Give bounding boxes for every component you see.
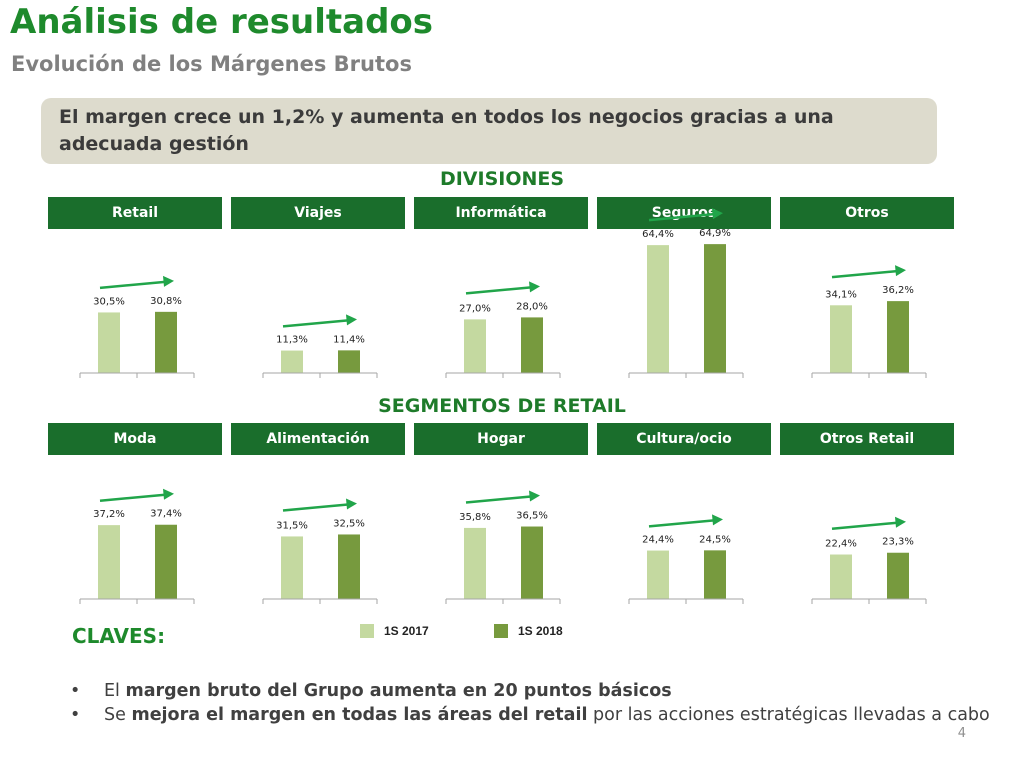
chart-header: Otros <box>780 197 954 229</box>
bar-value-label: 36,2% <box>882 285 914 296</box>
bar-value-label: 37,2% <box>93 509 125 520</box>
bar-chart: 24,4% 24,5% <box>628 514 744 604</box>
trend-arrow-icon <box>648 514 723 528</box>
bullet-icon: • <box>70 705 81 725</box>
legend-item-2018: 1S 2018 <box>494 624 563 638</box>
chart-header: Cultura/ocio <box>597 423 771 455</box>
bar-1s-2018 <box>155 311 177 373</box>
chart-header: Retail <box>48 197 222 229</box>
claves-item-bold: margen bruto del Grupo aumenta en 20 pun… <box>125 681 672 701</box>
bar-chart: 37,2% 37,4% <box>79 488 195 604</box>
claves-item-pre: El <box>104 681 126 701</box>
bar-1s-2017 <box>98 525 120 599</box>
bar-value-label: 30,8% <box>150 296 182 307</box>
legend-label-2017: 1S 2017 <box>384 624 429 638</box>
bar-1s-2018 <box>338 534 360 599</box>
bar-1s-2018 <box>521 317 543 373</box>
chart-header: Hogar <box>414 423 588 455</box>
trend-arrow-icon <box>99 488 174 502</box>
bullet-icon: • <box>70 681 81 701</box>
bar-chart: 22,4% 23,3% <box>811 516 927 604</box>
bar-value-label: 32,5% <box>333 518 365 529</box>
bar-value-label: 34,1% <box>825 289 857 300</box>
trend-arrow-icon <box>831 265 906 279</box>
bar-1s-2018 <box>887 552 909 599</box>
claves-item: • El margen bruto del Grupo aumenta en 2… <box>70 679 990 703</box>
trend-arrow-icon <box>99 275 174 290</box>
bar-1s-2018 <box>704 550 726 599</box>
bar-1s-2017 <box>464 319 486 373</box>
bar-chart: 31,5% 32,5% <box>262 498 378 604</box>
bar-value-label: 35,8% <box>459 512 491 523</box>
bar-value-label: 37,4% <box>150 509 182 520</box>
bar-value-label: 24,4% <box>642 535 674 546</box>
legend-item-2017: 1S 2017 <box>360 624 429 638</box>
chart-header: Informática <box>414 197 588 229</box>
claves-item-pre: Se <box>104 705 132 725</box>
divisions-heading: DIVISIONES <box>439 168 565 190</box>
trend-arrow-icon <box>465 281 540 295</box>
legend-swatch-2018 <box>494 624 508 638</box>
trend-arrow-icon <box>465 490 540 504</box>
bar-chart: 64,4% 64,9% <box>628 208 744 378</box>
bar-1s-2017 <box>647 245 669 373</box>
bar-chart: 34,1% 36,2% <box>811 265 927 378</box>
chart-header: Seguros <box>597 197 771 229</box>
claves-item-bold: mejora el margen en todas las áreas del … <box>131 705 588 725</box>
chart-header: Alimentación <box>231 423 405 455</box>
bar-1s-2017 <box>281 350 303 373</box>
bar-value-label: 11,4% <box>333 334 365 345</box>
bar-value-label: 11,3% <box>276 335 308 346</box>
trend-arrow-icon <box>282 498 357 512</box>
bar-1s-2018 <box>887 301 909 373</box>
claves-item-post: por las acciones estratégicas llevadas a… <box>587 705 990 725</box>
chart-header: Otros Retail <box>780 423 954 455</box>
claves-heading: CLAVES: <box>72 624 166 648</box>
retail-segments-heading: SEGMENTOS DE RETAIL <box>378 395 626 417</box>
trend-arrow-icon <box>282 314 357 328</box>
bar-value-label: 23,3% <box>882 537 914 548</box>
bar-1s-2018 <box>521 526 543 599</box>
bar-value-label: 24,5% <box>699 534 731 545</box>
bar-value-label: 28,0% <box>516 301 548 312</box>
chart-header: Moda <box>48 423 222 455</box>
bar-chart: 11,3% 11,4% <box>262 314 378 378</box>
bar-1s-2017 <box>464 527 486 599</box>
bar-1s-2018 <box>704 244 726 373</box>
chart-header: Viajes <box>231 197 405 229</box>
bar-1s-2018 <box>155 524 177 599</box>
bar-value-label: 22,4% <box>825 539 857 550</box>
trend-arrow-icon <box>831 516 906 530</box>
page-title: Análisis de resultados <box>10 2 434 42</box>
bar-chart: 27,0% 28,0% <box>445 281 561 378</box>
bar-value-label: 30,5% <box>93 296 125 307</box>
claves-item: • Se mejora el margen en todas las áreas… <box>70 703 990 727</box>
bar-chart: 35,8% 36,5% <box>445 490 561 604</box>
bar-value-label: 31,5% <box>276 520 308 531</box>
claves-list: • El margen bruto del Grupo aumenta en 2… <box>70 679 990 727</box>
bar-1s-2017 <box>830 554 852 599</box>
summary-banner: El margen crece un 1,2% y aumenta en tod… <box>41 98 937 164</box>
bar-value-label: 64,9% <box>699 228 731 239</box>
trend-arrow-icon <box>648 208 723 222</box>
bar-value-label: 27,0% <box>459 303 491 314</box>
page-number: 4 <box>957 726 966 741</box>
bar-value-label: 64,4% <box>642 229 674 240</box>
bar-1s-2017 <box>98 312 120 373</box>
bar-1s-2018 <box>338 350 360 373</box>
bar-1s-2017 <box>830 305 852 373</box>
bar-1s-2017 <box>647 550 669 599</box>
bar-value-label: 36,5% <box>516 511 548 522</box>
bar-chart: 30,5% 30,8% <box>79 275 195 378</box>
legend-label-2018: 1S 2018 <box>518 624 563 638</box>
bar-1s-2017 <box>281 536 303 599</box>
page-subtitle: Evolución de los Márgenes Brutos <box>11 52 412 76</box>
legend-swatch-2017 <box>360 624 374 638</box>
